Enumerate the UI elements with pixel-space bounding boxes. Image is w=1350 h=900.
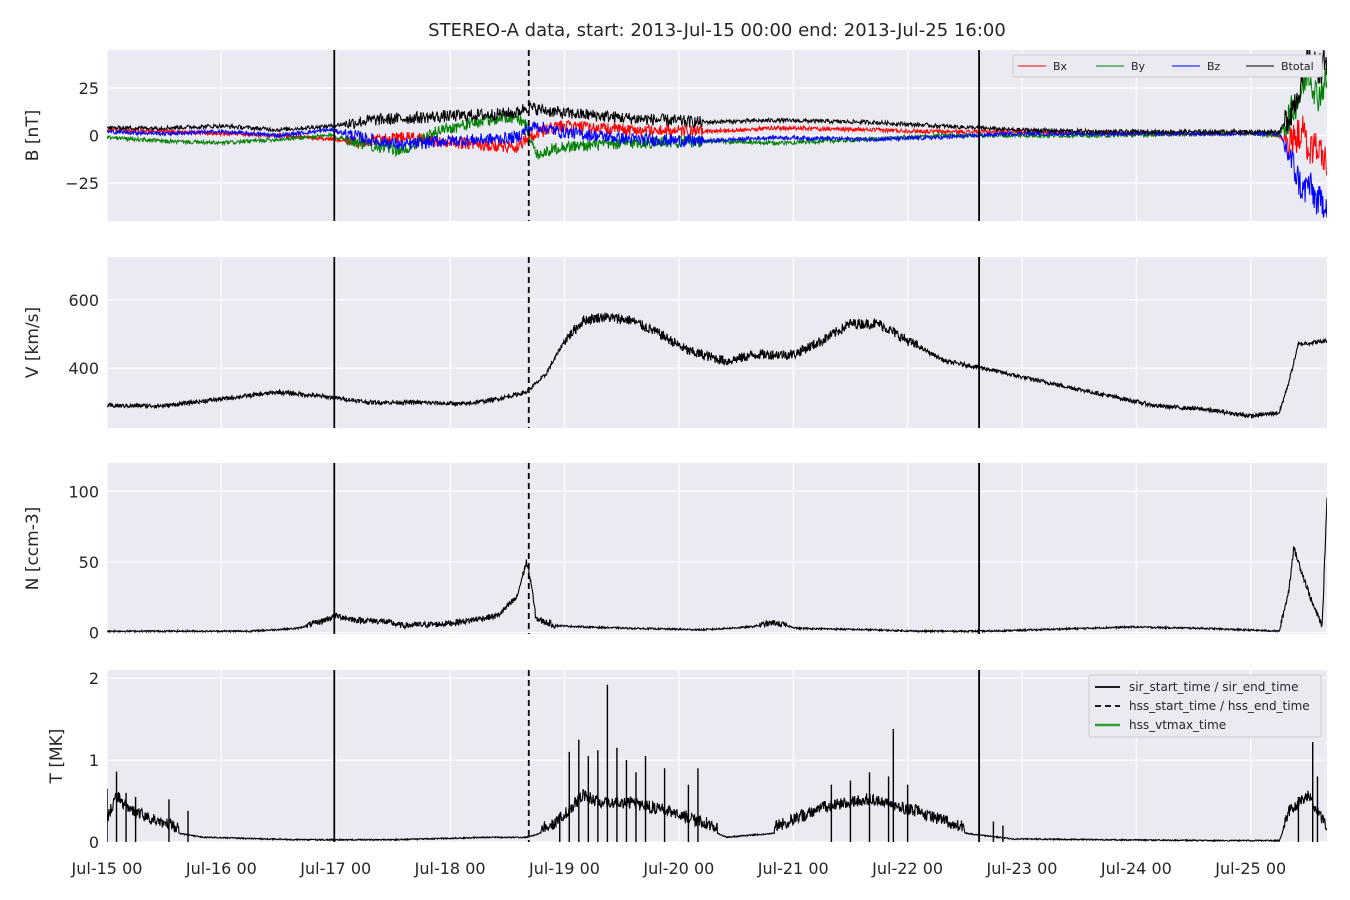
y-tick-label: 50 — [79, 553, 99, 572]
legend-events: sir_start_time / sir_end_time hss_start_t… — [1088, 674, 1322, 738]
y-tick-label: 0 — [89, 624, 99, 643]
panel-T-plot-area — [107, 684, 1327, 842]
chart-title: STEREO-A data, start: 2013-Jul-15 00:00 … — [428, 20, 1006, 41]
legend-label-hss-vtmax-time: hss_vtmax_time — [1129, 718, 1226, 732]
legend-b-frame — [1012, 54, 1323, 78]
legend-label-btotal: Btotal — [1281, 60, 1314, 73]
panel-B: 25 0 −25 B [nT] Bx By Bz Btotal — [23, 50, 1327, 221]
legend-label-hss-start-time: hss_start_time / hss_end_time — [1129, 699, 1310, 713]
panel-V-grid — [106, 257, 1327, 428]
y-tick-label: 2 — [89, 669, 99, 688]
y-axis-label-N: N [ccm-3] — [23, 507, 43, 591]
panel-T: 2 1 0 T [MK] sir_start_time / sir_end_timehs… — [47, 669, 1327, 852]
panel-N-grid — [106, 463, 1327, 634]
y-tick-label: −25 — [65, 174, 99, 193]
series-line-btotal — [107, 50, 1327, 136]
panel-N-plot-area — [107, 497, 1327, 634]
legend-events-frame — [1088, 674, 1322, 738]
legend-b: Bx By Bz Btotal — [1012, 54, 1323, 78]
y-tick-label: 600 — [68, 291, 99, 310]
x-tick-label: Jul-23 00 — [986, 859, 1058, 878]
x-tick-label: Jul-22 00 — [871, 859, 943, 878]
series-line-n — [107, 497, 1327, 634]
y-tick-label: 0 — [89, 127, 99, 146]
x-tick-label: Jul-25 00 — [1214, 859, 1286, 878]
x-tick-label: Jul-16 00 — [185, 859, 257, 878]
y-tick-label: 25 — [79, 79, 99, 98]
series-line-v — [107, 312, 1327, 420]
panel-B-plot-area — [107, 50, 1327, 218]
legend-label-bx: Bx — [1053, 60, 1068, 73]
y-axis-label-T: T [MK] — [47, 729, 67, 785]
y-tick-label: 100 — [68, 482, 99, 501]
panel-N-background — [107, 463, 1327, 634]
x-tick-label: Jul-19 00 — [528, 859, 600, 878]
y-tick-label: 400 — [68, 359, 99, 378]
panel-V-plot-area — [107, 312, 1327, 420]
y-axis-label-V: V [km/s] — [23, 307, 43, 378]
legend-label-bz: Bz — [1207, 60, 1221, 73]
y-tick-label: 1 — [89, 751, 99, 770]
x-tick-label: Jul-18 00 — [414, 859, 486, 878]
panel-N: 100 50 0 N [ccm-3] — [23, 463, 1327, 643]
series-line-bz — [107, 121, 1327, 218]
y-tick-label: 0 — [89, 833, 99, 852]
panel-V: 600 400 V [km/s] — [23, 257, 1327, 428]
x-tick-label: Jul-17 00 — [299, 859, 371, 878]
x-tick-label: Jul-20 00 — [642, 859, 714, 878]
series-spikes — [107, 684, 1319, 842]
legend-label-sir-start-time: sir_start_time / sir_end_time — [1129, 680, 1299, 694]
series-line-t — [107, 788, 1327, 842]
x-tick-label: Jul-24 00 — [1100, 859, 1172, 878]
y-axis-label-B: B [nT] — [23, 110, 43, 162]
x-tick-label: Jul-21 00 — [757, 859, 829, 878]
legend-label-by: By — [1131, 60, 1146, 73]
x-tick-label: Jul-15 00 — [71, 859, 143, 878]
